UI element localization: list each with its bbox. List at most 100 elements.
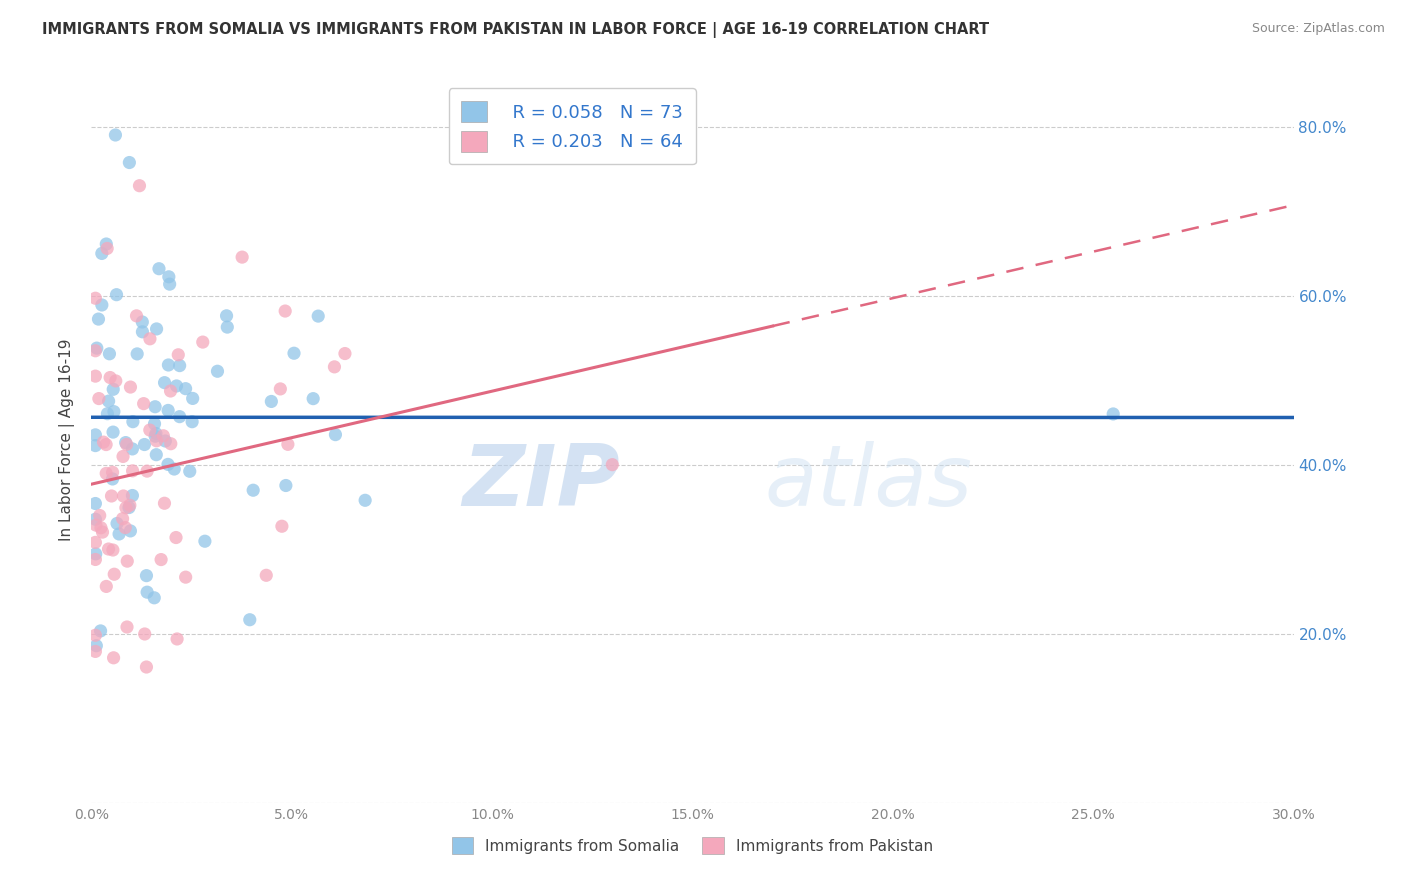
- Point: [217, 320, 239, 334]
- Point: [115, 620, 138, 634]
- Point: [156, 458, 179, 472]
- Point: [84, 644, 107, 658]
- Point: [1102, 407, 1125, 421]
- Point: [91, 525, 114, 540]
- Point: [97, 542, 120, 557]
- Point: [159, 277, 181, 292]
- Point: [131, 325, 153, 339]
- Point: [121, 489, 143, 503]
- Point: [90, 246, 112, 260]
- Point: [260, 394, 283, 409]
- Point: [84, 552, 107, 566]
- Point: [153, 496, 176, 510]
- Point: [269, 382, 291, 396]
- Legend: Immigrants from Somalia, Immigrants from Pakistan: Immigrants from Somalia, Immigrants from…: [446, 830, 939, 861]
- Point: [136, 464, 159, 478]
- Point: [159, 384, 181, 398]
- Point: [84, 428, 107, 442]
- Point: [242, 483, 264, 498]
- Point: [163, 462, 186, 476]
- Point: [191, 335, 214, 350]
- Point: [84, 291, 107, 305]
- Point: [84, 369, 107, 384]
- Point: [101, 425, 124, 439]
- Point: [84, 496, 107, 510]
- Point: [169, 359, 191, 373]
- Point: [145, 426, 167, 441]
- Point: [120, 380, 142, 394]
- Point: [115, 437, 138, 451]
- Point: [125, 309, 148, 323]
- Point: [114, 435, 136, 450]
- Point: [96, 237, 118, 252]
- Point: [84, 535, 107, 549]
- Point: [121, 442, 143, 456]
- Point: [118, 498, 141, 512]
- Point: [96, 579, 118, 593]
- Point: [105, 516, 128, 531]
- Text: ZIP: ZIP: [463, 442, 620, 524]
- Point: [323, 359, 346, 374]
- Point: [84, 547, 107, 561]
- Point: [134, 627, 156, 641]
- Point: [166, 632, 188, 646]
- Text: IMMIGRANTS FROM SOMALIA VS IMMIGRANTS FROM PAKISTAN IN LABOR FORCE | AGE 16-19 C: IMMIGRANTS FROM SOMALIA VS IMMIGRANTS FR…: [42, 22, 990, 38]
- Point: [115, 500, 138, 515]
- Point: [96, 242, 118, 256]
- Point: [155, 434, 177, 448]
- Point: [277, 437, 299, 451]
- Point: [174, 382, 197, 396]
- Point: [157, 403, 180, 417]
- Point: [104, 374, 127, 388]
- Point: [121, 464, 143, 478]
- Point: [194, 534, 217, 549]
- Point: [148, 261, 170, 276]
- Point: [127, 347, 149, 361]
- Point: [118, 500, 141, 515]
- Point: [174, 570, 197, 584]
- Point: [118, 155, 141, 169]
- Point: [136, 585, 159, 599]
- Point: [103, 404, 125, 418]
- Point: [143, 417, 166, 431]
- Point: [94, 437, 117, 451]
- Point: [100, 489, 122, 503]
- Point: [166, 379, 188, 393]
- Point: [254, 568, 277, 582]
- Point: [179, 464, 201, 478]
- Point: [231, 250, 253, 264]
- Point: [86, 639, 108, 653]
- Point: [602, 458, 624, 472]
- Point: [181, 415, 204, 429]
- Point: [97, 394, 120, 409]
- Point: [122, 415, 145, 429]
- Point: [134, 437, 156, 451]
- Point: [111, 511, 134, 525]
- Point: [274, 478, 297, 492]
- Point: [84, 628, 107, 642]
- Point: [120, 524, 142, 538]
- Point: [84, 439, 107, 453]
- Point: [131, 315, 153, 329]
- Point: [159, 436, 181, 450]
- Point: [96, 467, 118, 481]
- Point: [103, 382, 125, 396]
- Point: [150, 552, 173, 566]
- Point: [283, 346, 305, 360]
- Point: [215, 309, 238, 323]
- Point: [87, 392, 110, 406]
- Point: [104, 128, 127, 142]
- Point: [145, 434, 167, 448]
- Point: [98, 370, 121, 384]
- Point: [89, 508, 111, 523]
- Point: [157, 269, 180, 284]
- Point: [181, 392, 204, 406]
- Point: [239, 613, 262, 627]
- Point: [93, 435, 115, 450]
- Point: [101, 472, 124, 486]
- Point: [90, 298, 112, 312]
- Y-axis label: In Labor Force | Age 16-19: In Labor Force | Age 16-19: [59, 338, 76, 541]
- Point: [108, 527, 131, 541]
- Point: [143, 429, 166, 443]
- Point: [128, 178, 150, 193]
